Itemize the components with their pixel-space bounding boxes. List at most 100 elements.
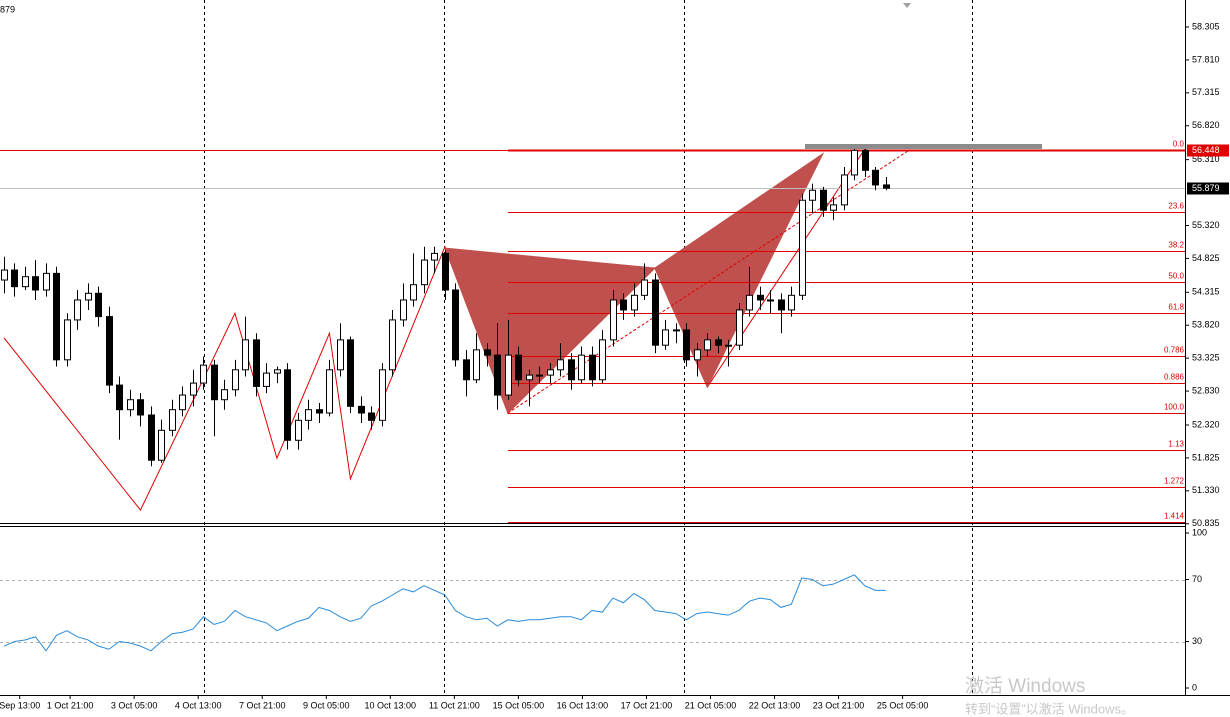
watermark: 激活 Windows: [965, 675, 1085, 697]
candle-body: [263, 372, 270, 387]
y-tick-label: 53.820: [1192, 320, 1220, 330]
x-tick-label: Sep 13:00: [0, 700, 40, 710]
candle-body: [589, 354, 596, 381]
candle-body: [505, 354, 512, 396]
candle-body: [557, 359, 564, 371]
y-tick-label: 0: [1192, 682, 1197, 692]
candle-body: [284, 369, 291, 441]
candle-body: [673, 329, 680, 332]
candle-body: [473, 349, 480, 381]
candle-body: [221, 389, 228, 401]
candle-body: [389, 319, 396, 371]
fib-label: 1.272: [1164, 477, 1185, 486]
fib-label: 61.8: [1168, 303, 1184, 312]
fib-label: 0.0: [1173, 140, 1185, 149]
candle-body: [379, 369, 386, 421]
x-tick-label: 22 Oct 13:00: [749, 700, 801, 710]
candle-body: [662, 329, 669, 346]
candle-body: [179, 394, 186, 411]
candle-body: [704, 339, 711, 351]
candle-body: [568, 359, 575, 381]
fib-label: 1.414: [1164, 512, 1185, 521]
candle-body: [620, 299, 627, 311]
x-tick-label: 1 Oct 21:00: [47, 700, 94, 710]
separators: [204, 0, 973, 695]
y-tick-label: 53.325: [1192, 353, 1220, 363]
candle-body: [820, 189, 827, 211]
candle-body: [641, 279, 648, 296]
x-tick-label: 9 Oct 05:00: [303, 700, 350, 710]
candle-body: [526, 374, 533, 381]
price-label: 56.448: [1192, 145, 1220, 155]
candle-body: [872, 169, 879, 186]
candle-body: [431, 252, 438, 261]
candle-body: [809, 189, 816, 201]
fib-label: 38.2: [1168, 241, 1184, 250]
candle-body: [757, 294, 764, 301]
candle-body: [211, 364, 218, 401]
price-label-box: [1187, 182, 1229, 195]
candle-body: [316, 409, 323, 414]
candle-body: [652, 279, 659, 346]
candle-body: [116, 384, 123, 411]
candle-body: [788, 294, 795, 311]
candle-body: [106, 316, 113, 386]
x-tick-label: 23 Oct 21:00: [813, 700, 865, 710]
y-tick-label: 100: [1192, 527, 1207, 537]
x-tick-label: 10 Oct 13:00: [365, 700, 417, 710]
y-tick-label: 52.830: [1192, 385, 1220, 395]
candle-body: [736, 309, 743, 346]
candle-body: [232, 369, 239, 391]
candle-body: [337, 339, 344, 371]
candle-body: [547, 369, 554, 376]
candle-body: [148, 414, 155, 461]
candle-body: [74, 299, 81, 321]
candle-body: [410, 284, 417, 301]
y-tick-label: 54.825: [1192, 253, 1220, 263]
x-tick-label: 25 Oct 05:00: [877, 700, 929, 710]
candle-body: [631, 294, 638, 311]
candle-body: [725, 344, 732, 347]
y-tick-label: 56.310: [1192, 154, 1220, 164]
candle-body: [862, 149, 869, 171]
y-tick-label: 70: [1192, 574, 1202, 584]
x-tick-label: 15 Oct 05:00: [493, 700, 545, 710]
fib-label: 23.6: [1168, 202, 1184, 211]
x-tick-label: 7 Oct 21:00: [239, 700, 286, 710]
x-tick-label: 16 Oct 13:00: [557, 700, 609, 710]
candle-body: [242, 339, 249, 371]
candle-body: [253, 339, 260, 387]
price-label: 55.879: [1192, 183, 1220, 193]
candle-body: [463, 359, 470, 381]
candle-body: [368, 412, 375, 421]
candle-body: [694, 349, 701, 361]
y-tick-label: 51.825: [1192, 452, 1220, 462]
fib-label: 1.13: [1168, 440, 1184, 449]
y-tick-label: 51.330: [1192, 485, 1220, 495]
candle-body: [326, 369, 333, 414]
candle-body: [767, 299, 774, 302]
candle-body: [494, 354, 501, 396]
candle-body: [746, 294, 753, 311]
y-tick-label: 52.320: [1192, 419, 1220, 429]
candle-body: [515, 354, 522, 381]
candle-body: [883, 184, 890, 189]
y-tick-label: 50.835: [1192, 518, 1220, 528]
candle-body: [158, 429, 165, 461]
y-tick-label: 56.820: [1192, 120, 1220, 130]
candle-body: [358, 405, 365, 414]
candle-body: [169, 409, 176, 431]
candle-body: [578, 354, 585, 381]
candle-body: [347, 339, 354, 407]
fib-label: 0.786: [1164, 346, 1185, 355]
candle-body: [95, 292, 102, 318]
candle-body: [610, 299, 617, 341]
x-tick-label: 11 Oct 21:00: [429, 700, 480, 710]
x-tick-label: 4 Oct 13:00: [175, 700, 222, 710]
range-marker: [805, 144, 1042, 149]
candle-body: [536, 374, 543, 377]
candle-body: [484, 349, 491, 356]
candle-body: [22, 276, 29, 288]
shift-marker: [903, 3, 911, 8]
